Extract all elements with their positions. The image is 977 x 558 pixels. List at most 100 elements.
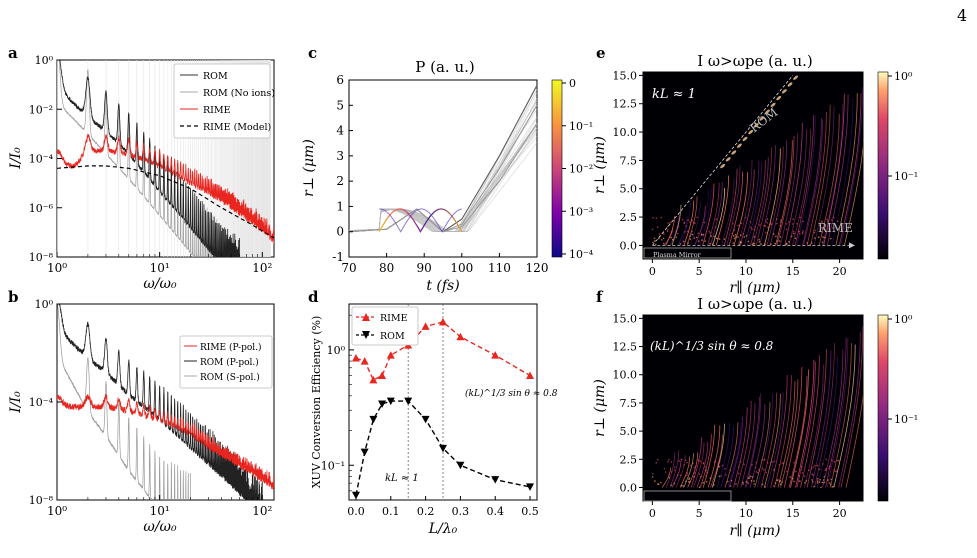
panel-d-ticks: 0.0 0.1 0.2 0.3 0.4 0.5 10⁰ 10⁻¹ bbox=[321, 314, 539, 518]
field-speck bbox=[658, 233, 661, 235]
field-speck bbox=[705, 469, 707, 472]
field-speck bbox=[803, 475, 806, 478]
field-speck bbox=[764, 243, 766, 246]
field-speck bbox=[701, 234, 703, 236]
field-speck bbox=[801, 472, 804, 474]
field-speck bbox=[660, 481, 662, 484]
marker-rime bbox=[439, 317, 447, 326]
field-speck bbox=[758, 469, 761, 472]
field-speck bbox=[651, 476, 654, 478]
svg-text:0.4: 0.4 bbox=[486, 505, 504, 518]
svg-text:20: 20 bbox=[833, 507, 847, 520]
field-speck bbox=[825, 469, 827, 471]
field-speck bbox=[778, 480, 781, 483]
field-speck bbox=[829, 483, 832, 486]
svg-text:1: 1 bbox=[336, 199, 344, 213]
wavefront-arc bbox=[733, 407, 748, 488]
field-speck bbox=[811, 473, 813, 476]
series-rom-s-pol bbox=[57, 304, 191, 500]
field-speck bbox=[774, 482, 777, 484]
field-speck bbox=[737, 224, 740, 227]
svg-text:0: 0 bbox=[336, 225, 344, 239]
rom-blob bbox=[742, 136, 748, 142]
field-speck bbox=[695, 465, 697, 467]
svg-text:10²: 10² bbox=[252, 504, 272, 518]
field-speck bbox=[729, 485, 732, 487]
field-speck bbox=[651, 473, 654, 475]
field-speck bbox=[670, 236, 672, 239]
svg-text:10¹: 10¹ bbox=[150, 261, 170, 275]
field-speck bbox=[776, 218, 778, 220]
marker-rom bbox=[369, 415, 378, 424]
field-speck bbox=[756, 471, 759, 474]
field-speck bbox=[816, 464, 819, 467]
field-speck bbox=[825, 467, 828, 470]
panel-b-ticks: 10⁰ 10¹ 10² 10⁰ 10⁻⁴ 10⁻⁸ bbox=[29, 298, 273, 518]
field-speck bbox=[742, 483, 744, 485]
legend-rime-p-pol: RIME (P-pol.) bbox=[200, 342, 262, 353]
field-speck bbox=[830, 219, 833, 221]
field-speck bbox=[702, 482, 705, 484]
field-speck bbox=[670, 484, 673, 487]
field-speck bbox=[705, 468, 707, 471]
panel-c-colorbar bbox=[551, 79, 563, 258]
field-speck bbox=[810, 468, 813, 470]
marker-rime bbox=[491, 351, 500, 359]
panel-c-trajectories bbox=[348, 84, 538, 233]
wavefront-arc bbox=[671, 204, 682, 246]
field-speck bbox=[684, 231, 686, 233]
field-speck bbox=[832, 485, 835, 488]
series-rom bbox=[59, 60, 240, 257]
marker-rom bbox=[439, 444, 447, 453]
field-speck bbox=[743, 236, 746, 238]
field-speck bbox=[779, 236, 782, 238]
field-speck bbox=[753, 236, 756, 238]
wavefront-arc bbox=[754, 402, 771, 488]
field-speck bbox=[754, 466, 757, 469]
field-speck bbox=[686, 474, 688, 477]
panel-e: e I ω>ωpe (a. u.) kL ≈ 1 ROM RIME Plasma… bbox=[592, 44, 918, 296]
field-speck bbox=[811, 242, 813, 244]
wavefront-arc bbox=[728, 416, 743, 488]
panel-c-letter: c bbox=[308, 44, 317, 62]
field-speck bbox=[760, 243, 762, 245]
wavefront-arc bbox=[679, 456, 690, 488]
panel-e-title: I ω>ωpe (a. u.) bbox=[697, 52, 813, 70]
field-speck bbox=[725, 474, 727, 476]
wavefront-arc bbox=[777, 381, 796, 488]
field-speck bbox=[793, 480, 795, 483]
field-speck bbox=[798, 474, 801, 477]
panel-e-colorbar bbox=[877, 71, 889, 260]
wavefront-arc bbox=[740, 403, 756, 488]
field-speck bbox=[656, 458, 659, 461]
panel-a: a 10⁰ 10¹ 10² 10⁰ 10⁻² 10⁻⁴ 10⁻⁶ 10⁻⁸ ω/ω₀ I/I₀… bbox=[8, 44, 275, 292]
wavefront-arc bbox=[677, 216, 688, 246]
svg-text:3: 3 bbox=[336, 149, 344, 163]
field-speck bbox=[748, 477, 751, 479]
field-speck bbox=[747, 240, 750, 243]
field-speck bbox=[802, 230, 804, 232]
wavefront-arc bbox=[720, 426, 734, 488]
field-speck bbox=[693, 221, 695, 224]
plasma-mirror-box bbox=[643, 247, 732, 259]
field-speck bbox=[766, 222, 768, 224]
wavefront-arc bbox=[763, 393, 781, 488]
field-speck bbox=[702, 234, 705, 236]
field-speck bbox=[795, 470, 797, 473]
field-speck bbox=[730, 479, 733, 482]
field-speck bbox=[769, 222, 772, 225]
svg-text:90: 90 bbox=[417, 261, 432, 275]
field-speck bbox=[713, 461, 716, 463]
field-speck bbox=[656, 226, 659, 228]
field-speck bbox=[773, 460, 776, 463]
field-speck bbox=[779, 240, 781, 242]
field-speck bbox=[799, 216, 801, 219]
plasma-mirror-box-f bbox=[643, 490, 732, 502]
field-speck bbox=[687, 219, 689, 221]
field-speck bbox=[765, 471, 767, 474]
field-speck bbox=[749, 221, 752, 223]
field-speck bbox=[816, 478, 819, 480]
svg-text:10⁻¹: 10⁻¹ bbox=[321, 459, 345, 472]
panel-c-title: P (a. u.) bbox=[415, 58, 474, 76]
panel-f-letter: f bbox=[596, 288, 604, 306]
